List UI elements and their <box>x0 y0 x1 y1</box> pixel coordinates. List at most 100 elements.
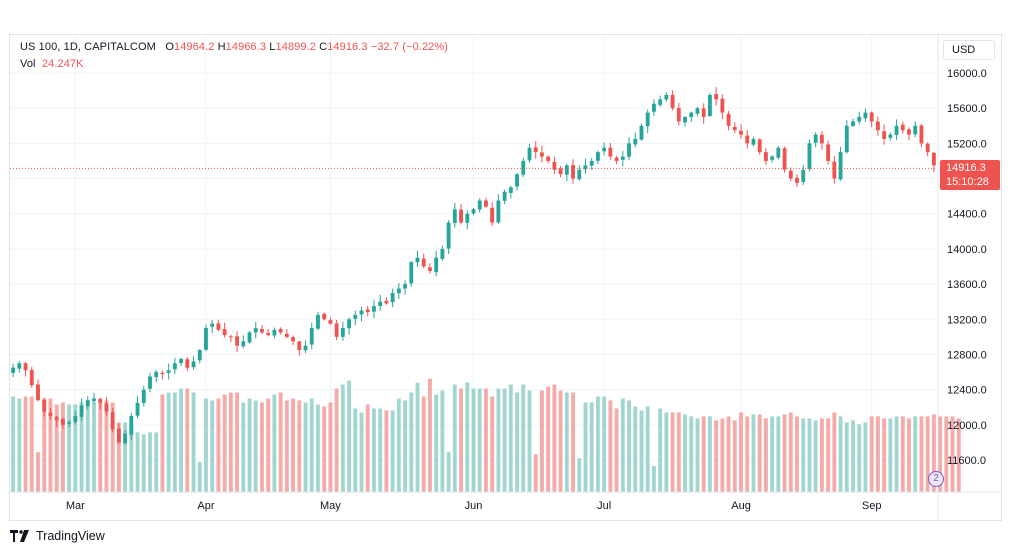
candle-body <box>527 147 532 161</box>
candle-body <box>639 125 644 140</box>
volume-bar <box>844 422 849 492</box>
volume-bar <box>328 402 333 492</box>
volume-bar <box>633 406 638 492</box>
candle-body <box>415 257 420 263</box>
candle-body <box>172 363 177 370</box>
candle-body <box>589 160 594 166</box>
candle-body <box>434 257 439 273</box>
candle-body <box>129 416 134 435</box>
volume-bar <box>571 392 575 492</box>
candle-body <box>714 94 719 100</box>
candle-body <box>204 328 208 350</box>
candle-body <box>54 416 59 421</box>
candle-body <box>428 267 432 271</box>
candle-body <box>552 161 557 170</box>
volume-bar <box>241 402 246 492</box>
volume-legend: Vol 24.247K <box>20 58 84 70</box>
candle-body <box>365 309 370 313</box>
candle-body <box>29 370 34 386</box>
month-tick-label: Mar <box>66 500 85 512</box>
volume-bar <box>384 410 389 492</box>
ohlc-legend: US 100, 1D, CAPITALCOM O14964.2 H14966.3… <box>20 41 448 53</box>
volume-bar <box>54 404 59 492</box>
candle-body <box>813 134 818 143</box>
candle-body <box>620 156 625 160</box>
candle-body <box>409 262 414 284</box>
volume-bar <box>564 392 569 492</box>
candle-body <box>819 134 824 144</box>
volume-bar <box>216 398 221 492</box>
volume-bar <box>826 418 831 492</box>
events-marker[interactable]: 2 <box>928 471 944 487</box>
volume-bar <box>36 452 40 492</box>
volume-bar <box>104 400 109 492</box>
volume-bar <box>278 392 283 492</box>
volume-bar <box>446 452 451 492</box>
candle-body <box>272 329 277 336</box>
volume-bar <box>770 416 775 492</box>
volume-bar <box>409 392 414 492</box>
candle-body <box>757 139 762 153</box>
volume-bar <box>627 400 631 492</box>
volume-bar <box>651 466 656 492</box>
candle-body <box>627 143 631 157</box>
candle-body <box>490 207 495 223</box>
volume-bar <box>894 416 899 492</box>
candle-body <box>278 329 283 333</box>
volume-bar <box>359 412 364 492</box>
candle-body <box>98 398 103 403</box>
candle-body <box>596 152 600 161</box>
volume-bar <box>819 418 824 492</box>
volume-bar <box>782 414 787 492</box>
volume-bar <box>452 384 457 492</box>
volume-bar <box>92 402 96 492</box>
month-tick-label: Jun <box>465 500 483 512</box>
volume-bar <box>291 398 296 492</box>
candle-body <box>384 300 389 304</box>
candle-body <box>670 94 675 109</box>
price-tick-label: 15200.0 <box>947 138 987 150</box>
currency-button[interactable]: USD <box>943 40 995 60</box>
volume-bar <box>540 390 544 492</box>
volume-bar <box>875 416 880 492</box>
volume-bar <box>863 422 868 492</box>
close-value: 14916.3 <box>327 41 368 53</box>
candle-body <box>48 412 53 417</box>
candle-body <box>919 125 924 144</box>
volume-bar <box>428 378 432 492</box>
candle-body <box>316 314 320 329</box>
price-tick-label: 12000.0 <box>947 420 987 432</box>
symbol-label[interactable]: US 100, 1D, CAPITALCOM <box>20 41 156 53</box>
candle-body <box>726 113 731 126</box>
candle-body <box>782 148 787 170</box>
volume-bar <box>148 432 152 492</box>
volume-bar <box>79 402 84 492</box>
candle-body <box>502 191 507 201</box>
price-tick-label: 14000.0 <box>947 244 987 256</box>
volume-bar <box>42 398 47 492</box>
candle-body <box>720 98 725 113</box>
volume-bar <box>260 402 264 492</box>
candle-body <box>141 389 146 403</box>
candle-body <box>602 147 607 152</box>
month-tick-label: Aug <box>731 500 751 512</box>
candle-body <box>459 209 463 223</box>
volume-bar <box>502 388 507 492</box>
volume-bar <box>795 416 799 492</box>
volume-bar <box>17 398 22 492</box>
volume-bar <box>757 414 762 492</box>
candle-body <box>732 126 737 131</box>
tradingview-logo[interactable]: TradingView <box>10 529 105 543</box>
candle-body <box>390 292 395 303</box>
volume-bar <box>745 416 750 492</box>
bar-countdown: 15:10:28 <box>946 176 989 188</box>
volume-bar <box>471 388 476 492</box>
volume-bar <box>639 410 644 492</box>
candle-body <box>309 328 314 345</box>
candle-body <box>347 319 351 329</box>
open-value: 14964.2 <box>174 41 215 53</box>
candles <box>11 87 936 445</box>
volume-bar <box>701 416 706 492</box>
volume-bar <box>851 420 855 492</box>
